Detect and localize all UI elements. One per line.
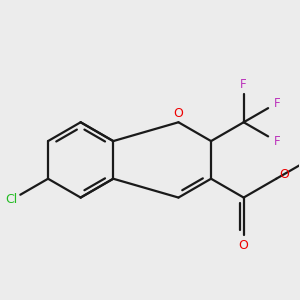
Text: Cl: Cl [6,193,18,206]
Text: F: F [240,78,247,91]
Text: O: O [279,168,289,181]
Text: F: F [273,97,280,110]
Text: O: O [173,107,183,120]
Text: F: F [273,135,280,148]
Text: O: O [239,238,249,252]
